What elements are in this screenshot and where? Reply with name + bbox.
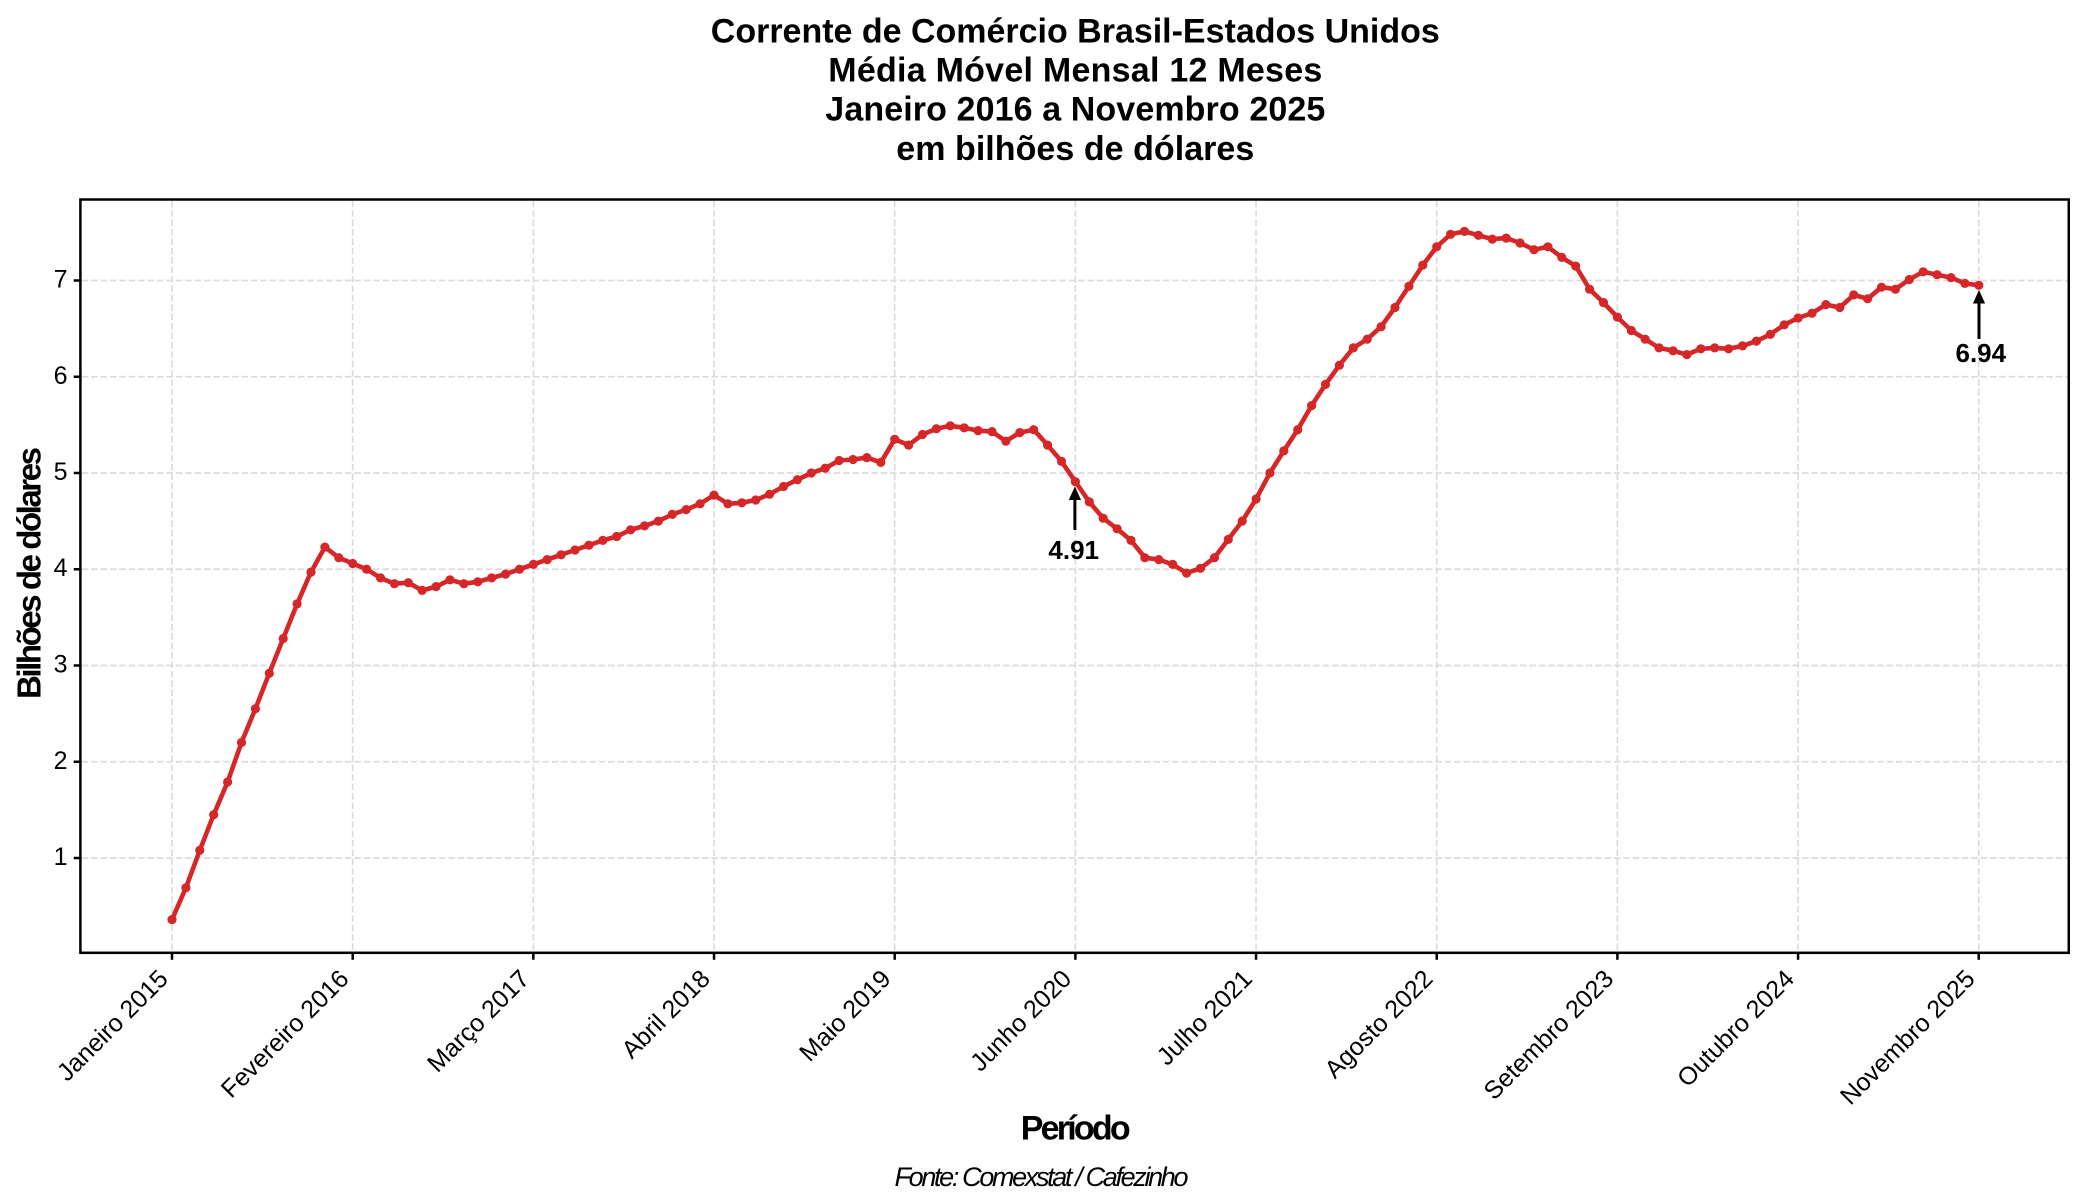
svg-text:Janeiro 2016 a Novembro 2025: Janeiro 2016 a Novembro 2025 — [825, 91, 1325, 129]
svg-text:7: 7 — [54, 266, 68, 294]
svg-text:5: 5 — [54, 458, 68, 486]
svg-text:Bilhões de dólares: Bilhões de dólares — [11, 447, 48, 699]
svg-text:3: 3 — [54, 651, 68, 679]
svg-text:Corrente de Comércio Brasil-Es: Corrente de Comércio Brasil-Estados Unid… — [711, 12, 1440, 50]
svg-text:6: 6 — [54, 362, 68, 390]
svg-text:4.91: 4.91 — [1048, 535, 1099, 565]
svg-text:Período: Período — [1021, 1110, 1131, 1148]
svg-text:6.94: 6.94 — [1955, 338, 2006, 368]
svg-text:1: 1 — [54, 843, 68, 871]
svg-text:Fonte: Comexstat / Cafezinho: Fonte: Comexstat / Cafezinho — [895, 1162, 1189, 1192]
svg-text:4: 4 — [54, 554, 68, 582]
svg-text:2: 2 — [54, 747, 68, 775]
svg-text:Média Móvel Mensal 12 Meses: Média Móvel Mensal 12 Meses — [828, 52, 1322, 90]
svg-text:em bilhões de dólares: em bilhões de dólares — [896, 130, 1254, 168]
